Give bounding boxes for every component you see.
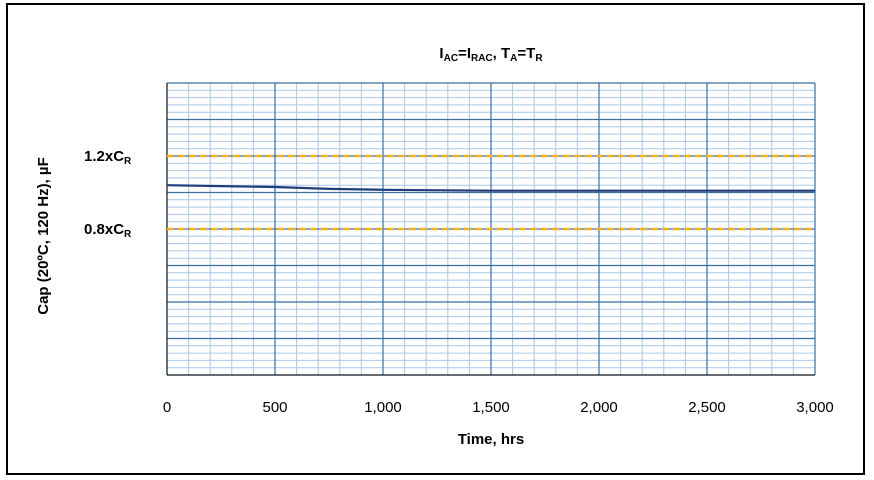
x-tick-label: 1,000 [364, 399, 402, 416]
reference-label-2: 0.8xCR [84, 221, 132, 240]
chart-title: IAC=IRAC, TA=TR [439, 45, 543, 64]
reference-label-1: 1.2xCR [84, 148, 132, 167]
x-tick-labels: 0 500 1,000 1,500 2,000 2,500 3,000 [163, 399, 834, 416]
chart-frame [6, 3, 865, 475]
x-tick-label: 500 [262, 399, 287, 416]
y-axis-label: Cap (20ºC, 120 Hz), µF [35, 157, 52, 315]
x-tick-label: 1,500 [472, 399, 510, 416]
series-line-1 [166, 184, 815, 192]
x-tick-label: 0 [163, 399, 171, 416]
x-axis-label: Time, hrs [458, 431, 524, 448]
x-tick-label: 2,500 [688, 399, 726, 416]
x-tick-label: 2,000 [580, 399, 618, 416]
x-tick-label: 3,000 [796, 399, 834, 416]
series-layer [166, 184, 815, 192]
reference-lines: 1.2xCR 0.8xCR [84, 148, 815, 240]
